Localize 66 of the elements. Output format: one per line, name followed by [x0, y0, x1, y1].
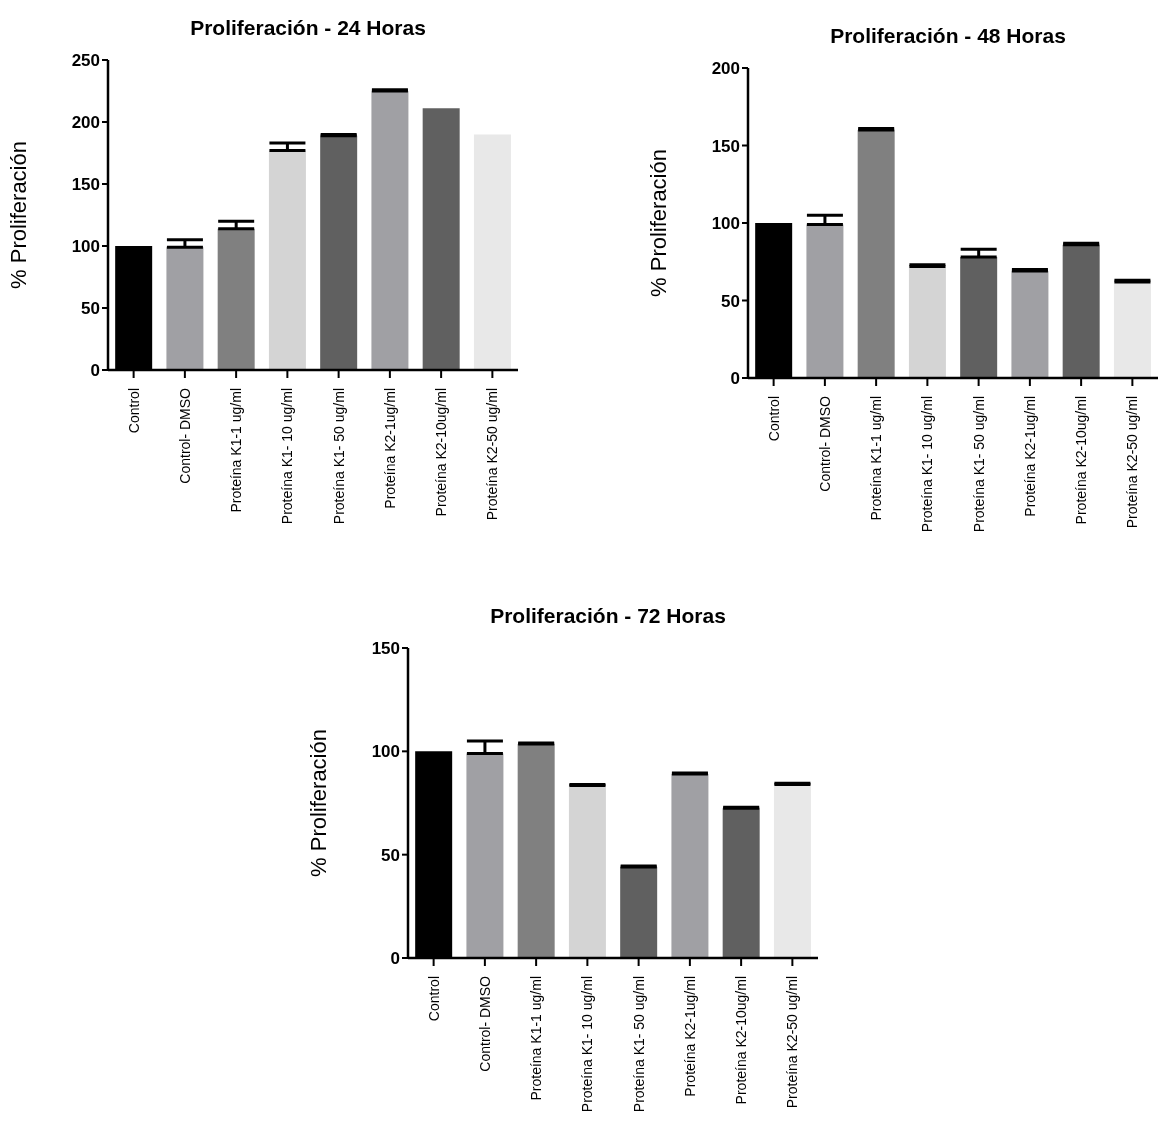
x-tick-label: Proteína K1- 10 ug/ml	[579, 976, 596, 1113]
bar	[422, 108, 460, 370]
bar	[773, 784, 811, 958]
x-tick-label: Proteína K2-1ug/ml	[381, 388, 398, 509]
x-tick-label: Proteína K2-10ug/ml	[433, 388, 450, 517]
bar	[166, 247, 204, 370]
chart-title: Proliferación - 24 Horas	[189, 15, 427, 41]
y-tick-label: 100	[711, 214, 740, 234]
x-tick-label: Proteína K1-1 ug/ml	[228, 388, 245, 513]
y-tick-label: 50	[81, 299, 100, 319]
x-tick-label: Proteína K1- 50 ug/ml	[630, 976, 647, 1113]
x-tick-label: Proteína K2-50 ug/ml	[484, 388, 501, 521]
x-tick-label: Proteína K1-1 ug/ml	[528, 976, 545, 1101]
x-tick-label: Control	[425, 976, 442, 1022]
x-tick-label: Control	[765, 396, 782, 442]
x-tick-label: Control- DMSO	[476, 975, 493, 1072]
bar	[473, 134, 511, 370]
y-axis-title: % Proliferación	[645, 149, 671, 297]
bar	[517, 744, 555, 958]
y-tick-label: 100	[371, 742, 400, 762]
y-tick-label: 100	[71, 237, 100, 257]
bar	[466, 753, 504, 958]
bar	[1113, 281, 1151, 378]
y-axis-title: % Proliferación	[5, 141, 31, 289]
y-tick-label: 200	[71, 113, 100, 133]
bar	[620, 867, 658, 958]
bar	[1062, 244, 1100, 378]
y-tick-label: 150	[711, 136, 740, 156]
x-tick-label: Proteína K1- 50 ug/ml	[970, 396, 987, 533]
bar	[671, 774, 709, 958]
bar	[1011, 271, 1049, 378]
y-tick-label: 0	[730, 369, 740, 389]
x-tick-label: Proteína K2-10ug/ml	[1073, 396, 1090, 525]
bar	[722, 808, 760, 958]
y-tick-label: 0	[90, 361, 100, 381]
y-tick-label: 0	[390, 949, 400, 969]
x-tick-label: Control- DMSO	[176, 387, 193, 484]
bar	[806, 224, 844, 378]
bar	[217, 228, 255, 370]
x-tick-label: Proteína K1- 10 ug/ml	[279, 388, 296, 525]
y-tick-label: 150	[371, 639, 400, 659]
bar	[908, 266, 946, 378]
x-tick-label: Proteína K1-1 ug/ml	[868, 396, 885, 521]
bar	[960, 257, 998, 378]
y-tick-label: 50	[381, 845, 400, 865]
bar	[320, 135, 358, 370]
x-tick-label: Proteína K2-10ug/ml	[733, 976, 750, 1105]
x-tick-label: Proteína K2-50 ug/ml	[784, 976, 801, 1109]
x-tick-label: Proteína K1- 50 ug/ml	[330, 388, 347, 525]
x-tick-label: Control- DMSO	[816, 395, 833, 492]
bar	[857, 130, 895, 378]
y-tick-label: 50	[721, 291, 740, 311]
x-tick-label: Proteína K1- 10 ug/ml	[919, 396, 936, 533]
x-tick-label: Control	[125, 388, 142, 434]
bar	[568, 785, 606, 958]
bar	[371, 91, 409, 370]
x-tick-label: Proteína K2-50 ug/ml	[1124, 396, 1141, 529]
y-tick-label: 250	[71, 51, 100, 71]
y-axis-title: % Proliferación	[305, 729, 331, 877]
chart-title: Proliferación - 72 Horas	[489, 603, 727, 629]
bar	[268, 150, 306, 370]
y-tick-label: 200	[711, 59, 740, 79]
chart-title: Proliferación - 48 Horas	[829, 23, 1067, 49]
x-tick-label: Proteína K2-1ug/ml	[681, 976, 698, 1097]
x-tick-label: Proteína K2-1ug/ml	[1021, 396, 1038, 517]
y-tick-label: 150	[71, 175, 100, 195]
